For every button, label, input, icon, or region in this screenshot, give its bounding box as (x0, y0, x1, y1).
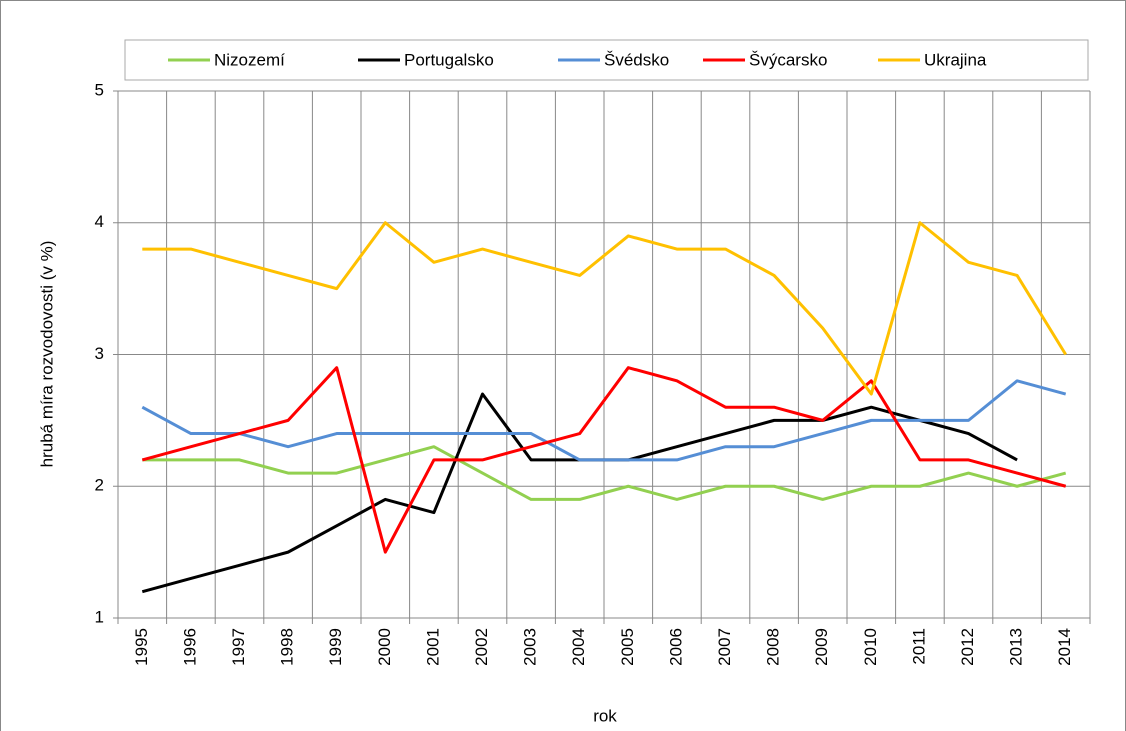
x-tick-label: 2000 (375, 628, 394, 666)
x-tick-label: 2010 (861, 628, 880, 666)
y-tick-label: 5 (95, 80, 104, 99)
x-tick-label: 2012 (958, 628, 977, 666)
legend-label: Švýcarsko (749, 50, 827, 69)
x-tick-label: 2013 (1007, 628, 1026, 666)
legend-box (124, 39, 1089, 81)
series-line (142, 221, 1067, 396)
x-tick-label: 2006 (666, 628, 685, 666)
x-tick-label: 2009 (812, 628, 831, 666)
x-tick-label: 1999 (326, 628, 345, 666)
y-tick-label: 2 (95, 476, 104, 495)
x-tick-label: 2004 (569, 628, 588, 666)
x-tick-label: 2003 (521, 628, 540, 666)
x-tick-label: 2002 (472, 628, 491, 666)
legend-label: Nizozemí (214, 50, 285, 69)
x-tick-label: 2008 (764, 628, 783, 666)
series-line (142, 445, 1067, 501)
y-tick-label: 1 (95, 607, 104, 626)
x-tick-label: 1997 (229, 628, 248, 666)
y-tick-label: 3 (95, 344, 104, 363)
x-tick-label: 1998 (278, 628, 297, 666)
x-axis-label: rok (593, 706, 617, 725)
x-tick-label: 2005 (618, 628, 637, 666)
series-line (141, 379, 1067, 462)
y-axis-label: hrubá míra rozvodovosti (v %) (37, 241, 56, 468)
legend-label: Portugalsko (404, 50, 494, 69)
x-tick-label: 2001 (423, 628, 442, 666)
legend-label: Švédsko (604, 50, 669, 69)
x-tick-label: 2011 (909, 628, 928, 665)
x-tick-label: 2007 (715, 628, 734, 666)
y-tick-label: 4 (95, 212, 104, 231)
x-tick-label: 2014 (1055, 628, 1074, 666)
series-line (141, 366, 1067, 554)
x-tick-label: 1996 (180, 628, 199, 666)
legend-label: Ukrajina (924, 50, 987, 69)
x-tick-label: 1995 (132, 628, 151, 666)
